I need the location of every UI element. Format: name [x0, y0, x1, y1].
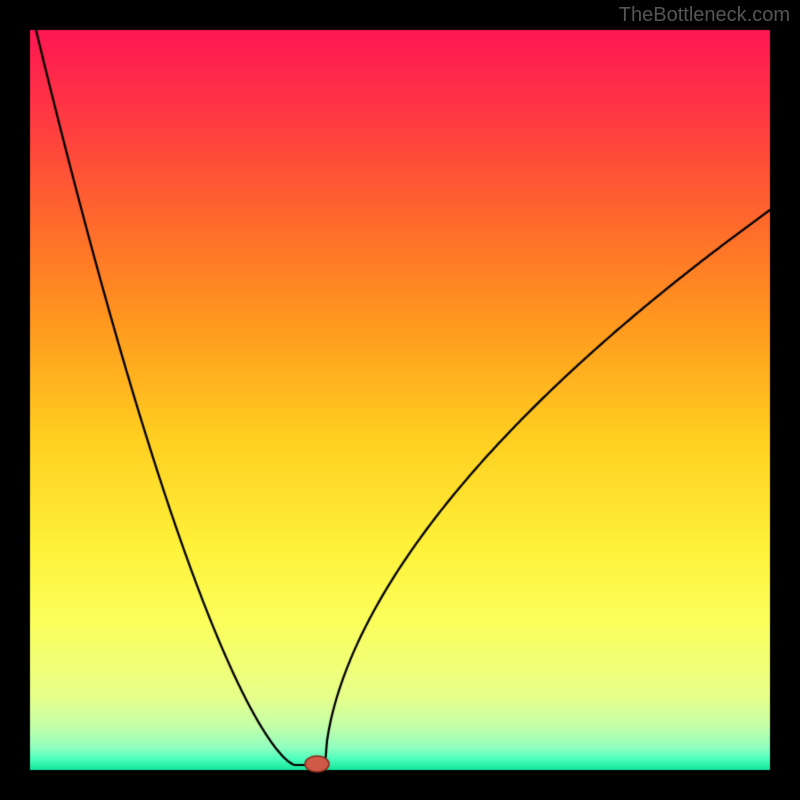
bottleneck-chart-canvas — [0, 0, 800, 800]
